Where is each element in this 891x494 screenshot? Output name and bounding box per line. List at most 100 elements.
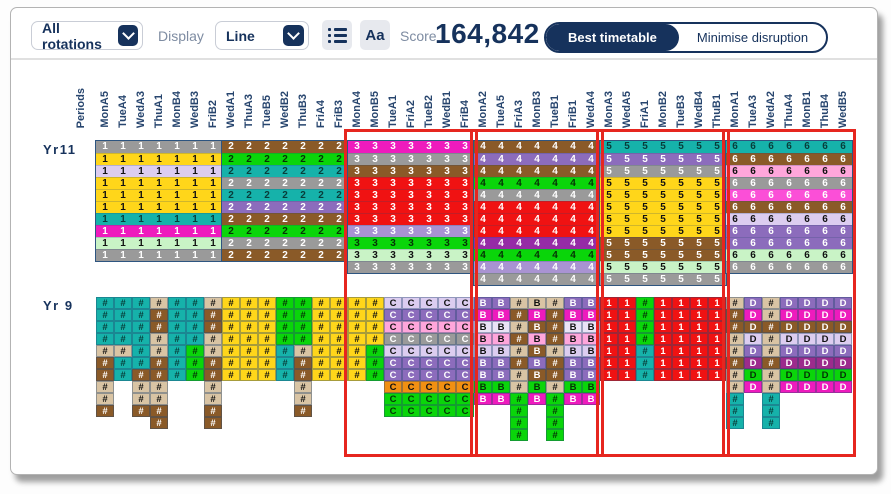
- yr11-cell[interactable]: 6: [840, 214, 846, 225]
- yr11-row[interactable]: 4 4 4 4 4 4 4: [474, 225, 600, 237]
- yr11-row[interactable]: 6 6 6 6 6 6 6: [726, 165, 852, 177]
- yr9-cell[interactable]: C: [438, 357, 456, 369]
- yr11-cell[interactable]: 4: [570, 141, 576, 152]
- yr11-cell[interactable]: 5: [606, 154, 612, 165]
- yr9-cell[interactable]: #: [312, 321, 330, 333]
- yr11-cell[interactable]: 2: [264, 141, 270, 152]
- yr9-cell[interactable]: #: [762, 333, 780, 345]
- yr11-cell[interactable]: 2: [336, 141, 342, 152]
- yr11-cell[interactable]: 4: [516, 238, 522, 249]
- yr11-cell[interactable]: 4: [480, 274, 486, 285]
- yr9-cell[interactable]: #: [348, 357, 366, 369]
- yr11-cell[interactable]: 4: [552, 141, 558, 152]
- yr9-cell[interactable]: #: [150, 357, 168, 369]
- yr11-cell[interactable]: 3: [426, 190, 432, 201]
- yr11-cell[interactable]: 3: [462, 178, 468, 189]
- yr9-cell[interactable]: #: [168, 297, 186, 309]
- yr11-cell[interactable]: 6: [768, 226, 774, 237]
- yr11-cell[interactable]: 5: [678, 226, 684, 237]
- yr11-cell[interactable]: 1: [174, 202, 180, 213]
- yr11-row[interactable]: 4 4 4 4 4 4 4: [474, 261, 600, 273]
- yr11-cell[interactable]: 2: [318, 238, 324, 249]
- yr9-cell[interactable]: 1: [690, 309, 708, 321]
- list-view-button[interactable]: [322, 20, 352, 50]
- yr11-cell[interactable]: 1: [102, 214, 108, 225]
- yr9-cell[interactable]: #: [294, 345, 312, 357]
- yr11-cell[interactable]: 4: [570, 190, 576, 201]
- yr11-cell[interactable]: 4: [570, 262, 576, 273]
- yr11-cell[interactable]: 2: [246, 141, 252, 152]
- yr11-cell[interactable]: 6: [786, 250, 792, 261]
- yr9-cell[interactable]: D: [780, 345, 798, 357]
- yr11-cell[interactable]: 6: [750, 202, 756, 213]
- yr11-cell[interactable]: 1: [120, 166, 126, 177]
- yr11-row[interactable]: 4 4 4 4 4 4 4: [474, 165, 600, 177]
- yr11-cell[interactable]: 5: [642, 214, 648, 225]
- yr11-cell[interactable]: 3: [372, 226, 378, 237]
- yr11-cell[interactable]: 6: [732, 226, 738, 237]
- yr11-cell[interactable]: 6: [732, 178, 738, 189]
- yr11-row[interactable]: 3 3 3 3 3 3 3: [348, 177, 474, 189]
- yr11-cell[interactable]: 2: [264, 190, 270, 201]
- yr9-cell[interactable]: #: [240, 357, 258, 369]
- yr9-cell[interactable]: C: [384, 369, 402, 381]
- yr9-cell[interactable]: C: [384, 405, 402, 417]
- yr11-cell[interactable]: 5: [714, 141, 720, 152]
- yr11-cell[interactable]: 5: [660, 154, 666, 165]
- yr11-cell[interactable]: 5: [714, 178, 720, 189]
- yr11-cell[interactable]: 2: [282, 141, 288, 152]
- yr9-cell[interactable]: #: [96, 357, 114, 369]
- yr9-cell[interactable]: D: [816, 333, 834, 345]
- yr9-cell[interactable]: D: [798, 369, 816, 381]
- yr11-row[interactable]: 1 1 1 1 1 1 1: [96, 165, 222, 177]
- yr11-cell[interactable]: 6: [840, 190, 846, 201]
- yr11-cell[interactable]: 6: [840, 238, 846, 249]
- yr11-cell[interactable]: 2: [264, 214, 270, 225]
- yr11-cell[interactable]: 5: [660, 141, 666, 152]
- yr11-cell[interactable]: 4: [534, 214, 540, 225]
- yr9-cell[interactable]: #: [222, 309, 240, 321]
- yr11-cell[interactable]: 2: [228, 141, 234, 152]
- yr9-cell[interactable]: B: [564, 333, 582, 345]
- yr11-cell[interactable]: 2: [318, 250, 324, 261]
- yr9-cell[interactable]: #: [240, 321, 258, 333]
- yr11-cell[interactable]: 3: [354, 250, 360, 261]
- yr11-cell[interactable]: 1: [174, 190, 180, 201]
- yr11-cell[interactable]: 4: [498, 154, 504, 165]
- yr11-cell[interactable]: 3: [372, 262, 378, 273]
- yr11-cell[interactable]: 4: [552, 166, 558, 177]
- yr9-cell[interactable]: C: [402, 333, 420, 345]
- yr9-cell[interactable]: #: [726, 369, 744, 381]
- yr11-cell[interactable]: 4: [570, 274, 576, 285]
- yr9-cell[interactable]: B: [564, 309, 582, 321]
- yr9-cell[interactable]: D: [744, 297, 762, 309]
- yr11-cell[interactable]: 3: [426, 154, 432, 165]
- yr9-cell[interactable]: D: [816, 297, 834, 309]
- yr9-cell[interactable]: #: [132, 381, 150, 393]
- yr11-cell[interactable]: 4: [534, 238, 540, 249]
- yr9-cell[interactable]: C: [420, 357, 438, 369]
- yr11-row[interactable]: 4 4 4 4 4 4 4: [474, 249, 600, 261]
- yr11-cell[interactable]: 4: [534, 141, 540, 152]
- yr11-cell[interactable]: 5: [606, 141, 612, 152]
- yr9-cell[interactable]: 1: [708, 369, 726, 381]
- yr11-cell[interactable]: 5: [696, 274, 702, 285]
- yr11-cell[interactable]: 2: [336, 202, 342, 213]
- yr11-row[interactable]: 2 2 2 2 2 2 2: [222, 225, 348, 237]
- yr11-cell[interactable]: 5: [696, 250, 702, 261]
- yr9-cell[interactable]: #: [546, 405, 564, 417]
- yr9-cell[interactable]: #: [150, 309, 168, 321]
- yr9-cell[interactable]: 1: [600, 309, 618, 321]
- yr11-cell[interactable]: 4: [588, 214, 594, 225]
- yr9-cell[interactable]: #: [258, 369, 276, 381]
- yr11-cell[interactable]: 6: [786, 262, 792, 273]
- yr9-cell[interactable]: #: [168, 345, 186, 357]
- yr11-cell[interactable]: 6: [750, 250, 756, 261]
- yr9-cell[interactable]: D: [816, 345, 834, 357]
- yr11-cell[interactable]: 6: [768, 262, 774, 273]
- yr11-cell[interactable]: 5: [624, 141, 630, 152]
- yr11-cell[interactable]: 1: [102, 141, 108, 152]
- yr11-cell[interactable]: 1: [102, 238, 108, 249]
- yr11-cell[interactable]: 1: [174, 238, 180, 249]
- yr9-cell[interactable]: #: [726, 417, 744, 429]
